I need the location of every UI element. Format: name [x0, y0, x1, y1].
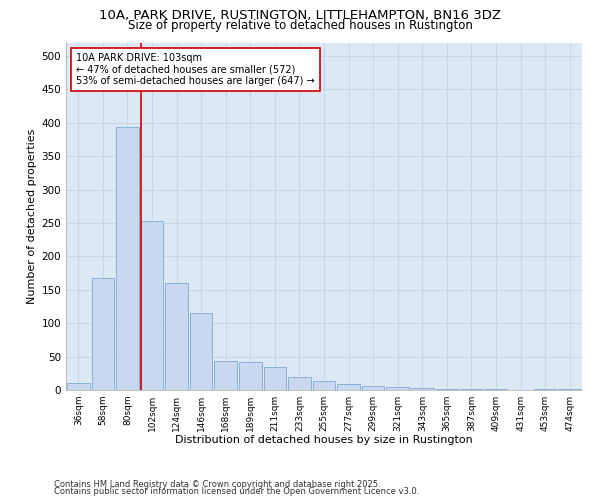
Bar — [362, 386, 385, 390]
Bar — [214, 362, 237, 390]
Text: 10A, PARK DRIVE, RUSTINGTON, LITTLEHAMPTON, BN16 3DZ: 10A, PARK DRIVE, RUSTINGTON, LITTLEHAMPT… — [99, 9, 501, 22]
X-axis label: Distribution of detached houses by size in Rustington: Distribution of detached houses by size … — [175, 436, 473, 446]
Text: Contains HM Land Registry data © Crown copyright and database right 2025.: Contains HM Land Registry data © Crown c… — [54, 480, 380, 489]
Bar — [67, 384, 89, 390]
Bar — [337, 384, 360, 390]
Bar — [263, 366, 286, 390]
Y-axis label: Number of detached properties: Number of detached properties — [27, 128, 37, 304]
Bar — [411, 388, 434, 390]
Bar — [288, 376, 311, 390]
Bar — [165, 283, 188, 390]
Text: 10A PARK DRIVE: 103sqm
← 47% of detached houses are smaller (572)
53% of semi-de: 10A PARK DRIVE: 103sqm ← 47% of detached… — [76, 53, 315, 86]
Bar — [116, 128, 139, 390]
Bar — [386, 388, 409, 390]
Text: Contains public sector information licensed under the Open Government Licence v3: Contains public sector information licen… — [54, 487, 419, 496]
Bar — [92, 278, 114, 390]
Bar — [313, 382, 335, 390]
Text: Size of property relative to detached houses in Rustington: Size of property relative to detached ho… — [128, 19, 472, 32]
Bar — [436, 388, 458, 390]
Bar — [140, 221, 163, 390]
Bar — [190, 313, 212, 390]
Bar — [239, 362, 262, 390]
